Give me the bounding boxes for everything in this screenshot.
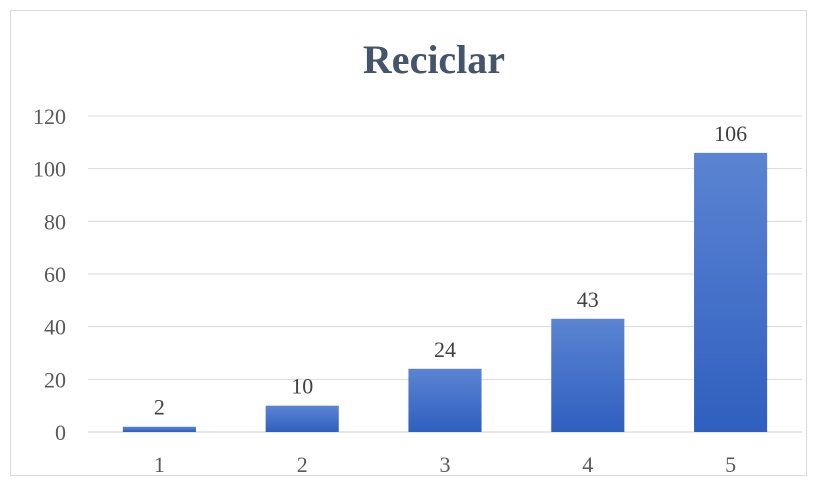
y-tick-label: 20 [44, 367, 66, 392]
bar [408, 368, 482, 432]
data-label: 43 [577, 287, 599, 312]
gridlines [88, 115, 802, 433]
y-axis-ticks: 0 20 40 60 80 100 120 [33, 104, 66, 445]
y-tick-label: 40 [44, 315, 66, 340]
chart-title: Reciclar [363, 37, 505, 82]
x-tick-label: 4 [582, 452, 593, 477]
x-tick-label: 2 [297, 452, 308, 477]
data-label: 106 [714, 121, 747, 146]
y-tick-label: 0 [55, 420, 66, 445]
y-tick-label: 80 [44, 209, 66, 234]
x-tick-label: 3 [440, 452, 451, 477]
bars [122, 152, 768, 432]
bar [122, 426, 196, 432]
x-axis-ticks: 1 2 3 4 5 [154, 452, 736, 477]
bar [694, 152, 768, 432]
y-tick-label: 100 [33, 157, 66, 182]
data-labels: 2 10 24 43 106 [154, 121, 747, 420]
bar [551, 318, 625, 432]
x-tick-label: 5 [725, 452, 736, 477]
x-tick-label: 1 [154, 452, 165, 477]
data-label: 2 [154, 395, 165, 420]
data-label: 10 [291, 374, 313, 399]
y-tick-label: 120 [33, 104, 66, 129]
data-label: 24 [434, 337, 456, 362]
y-tick-label: 60 [44, 262, 66, 287]
bar [265, 405, 339, 432]
